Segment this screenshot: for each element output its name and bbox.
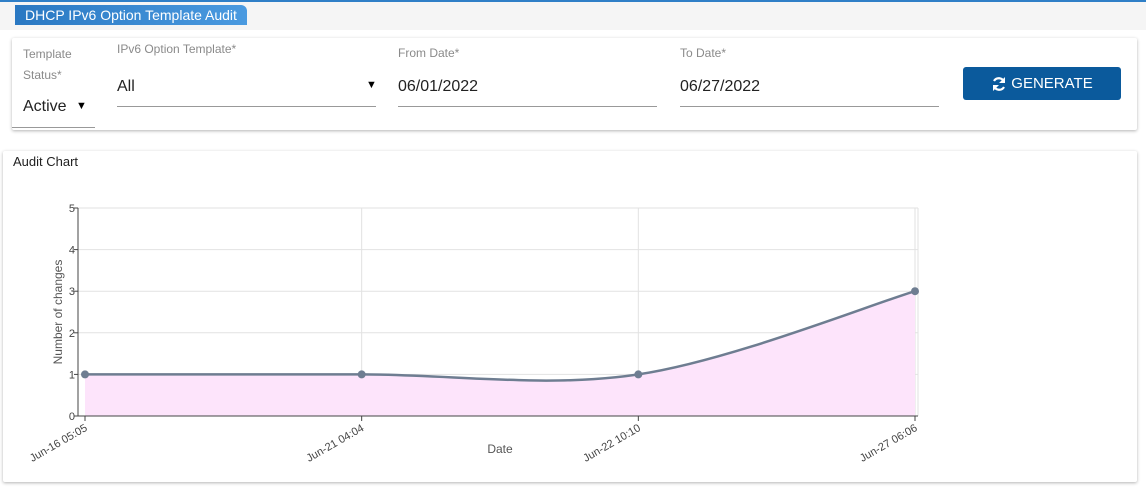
dropdown-caret[interactable]: ▼ <box>366 79 377 91</box>
refresh-icon <box>993 76 1006 91</box>
underline <box>680 106 939 107</box>
point <box>357 370 366 379</box>
card-title: Audit Chart <box>13 154 79 169</box>
x-tick-label: Jun-22 10:10 <box>581 422 643 465</box>
field-value[interactable]: 06/01/2022 <box>398 78 479 95</box>
underline <box>12 127 95 128</box>
button-label[interactable]: GENERATE <box>1011 75 1093 92</box>
generate-button[interactable]: GENERATE <box>963 67 1121 100</box>
y-axis-label: Number of changes <box>51 260 65 365</box>
filter-card <box>12 38 1137 130</box>
point <box>911 287 919 296</box>
y-tick-label: 5 <box>69 203 75 215</box>
dropdown-caret[interactable]: ▼ <box>76 100 87 112</box>
y-tick-label: 2 <box>69 328 75 340</box>
y-tick-label: 3 <box>69 286 75 298</box>
field-label: To Date* <box>680 46 727 60</box>
underline <box>117 106 376 107</box>
point <box>634 370 643 379</box>
y-tick-label: 1 <box>69 369 75 381</box>
page-title: DHCP IPv6 Option Template Audit <box>15 5 247 25</box>
field-label: From Date* <box>398 46 460 60</box>
y-tick-label: 4 <box>69 245 75 257</box>
x-tick-label: Jun-16 05:05 <box>28 422 90 465</box>
x-axis-label: Date <box>487 442 513 456</box>
x-tick-label: Jun-21 04:04 <box>305 422 367 465</box>
y-tick-label: 0 <box>69 411 75 423</box>
field-value[interactable]: All <box>117 78 135 95</box>
field-label: IPv6 Option Template* <box>117 42 237 56</box>
field-label: Template Status* <box>23 47 72 82</box>
field-value[interactable]: 06/27/2022 <box>680 78 761 95</box>
area <box>85 291 915 416</box>
line <box>85 290 916 382</box>
underline <box>398 106 657 107</box>
field-value[interactable]: Active <box>23 98 67 115</box>
chart-card <box>3 151 1137 482</box>
x-tick-label: Jun-27 06:06 <box>858 422 920 465</box>
point <box>81 370 89 379</box>
